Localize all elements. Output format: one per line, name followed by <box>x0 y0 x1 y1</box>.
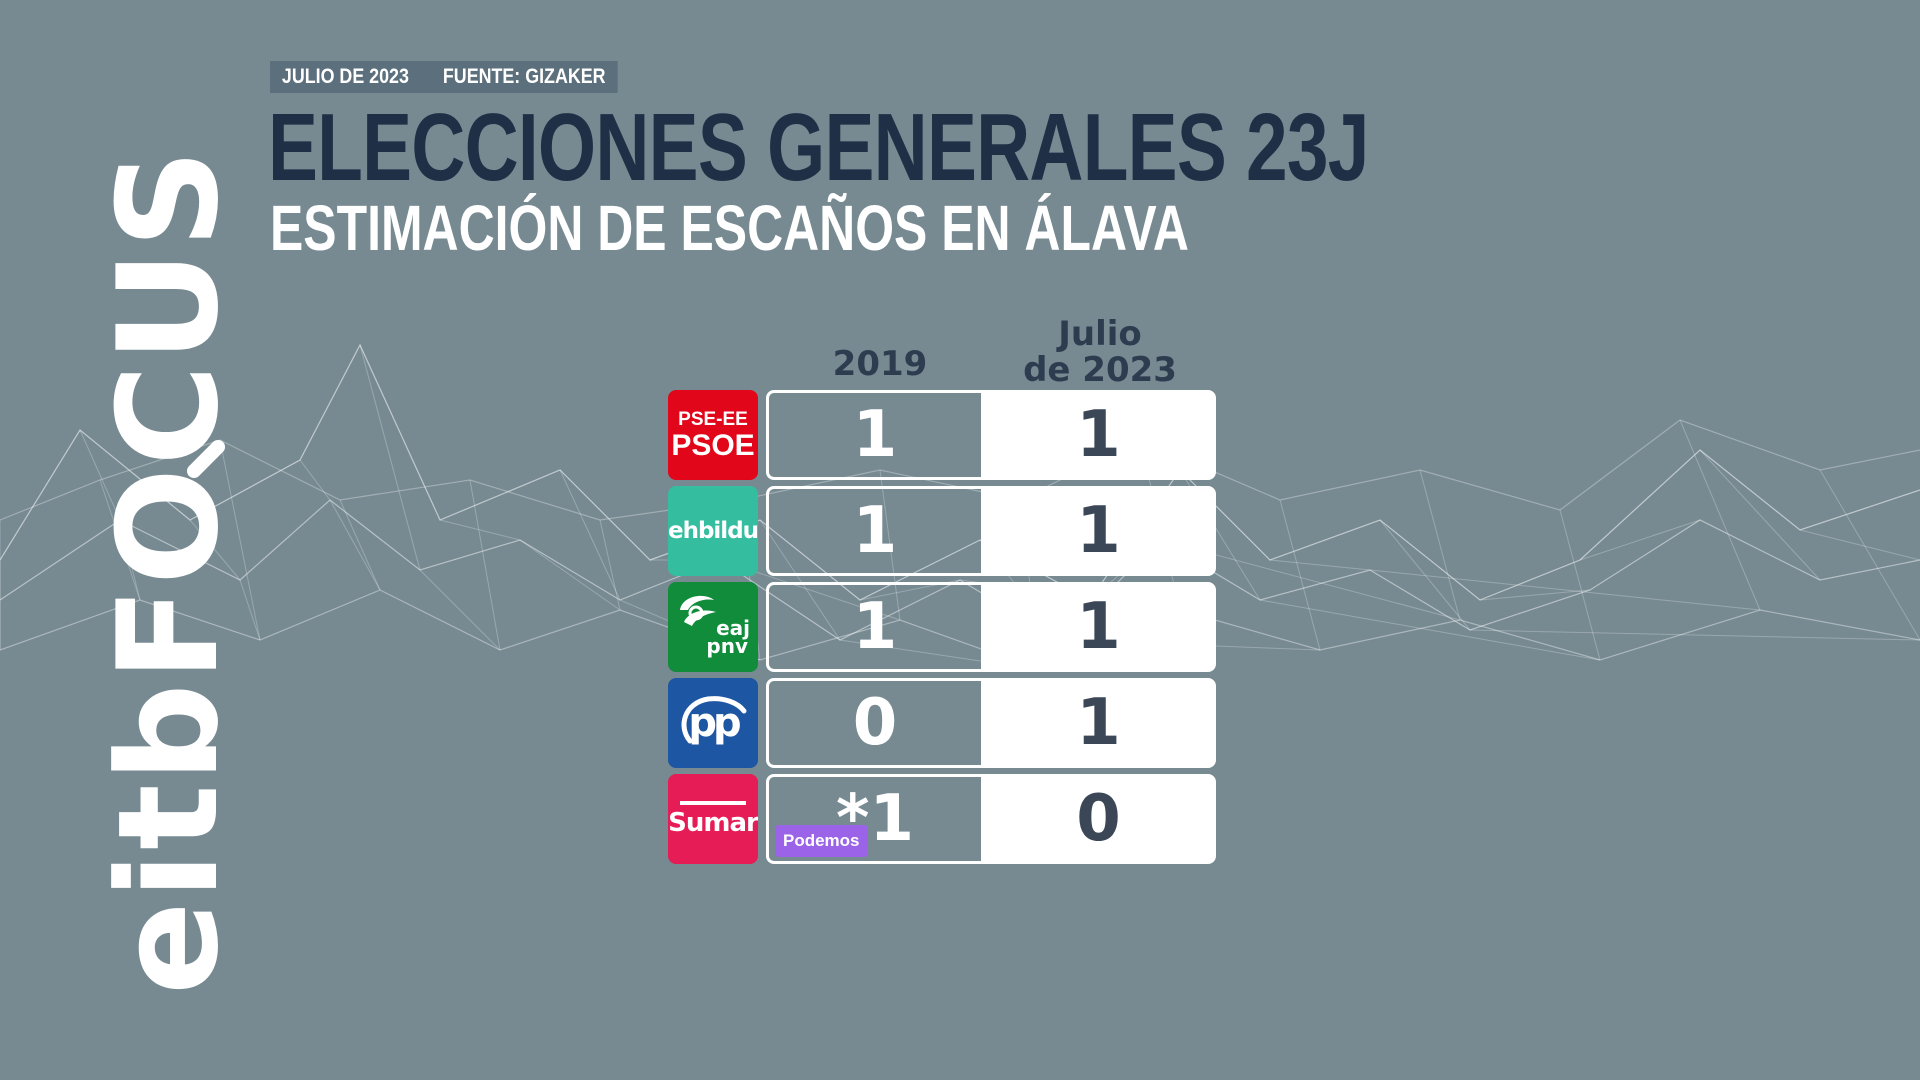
column-header-2023-line2: de 2023 <box>1023 350 1177 390</box>
seats-2023-value: 1 <box>1076 686 1121 760</box>
sumar-logo-bar <box>680 800 746 805</box>
brand-suffix: CUS <box>88 147 249 466</box>
page-title: ELECCIONES GENERALES 23J <box>268 94 1369 201</box>
page-subtitle: ESTIMACIÓN DE ESCAÑOS EN ÁLAVA <box>270 192 1189 264</box>
mesh-link <box>1279 499 1321 651</box>
mesh-link <box>239 579 261 641</box>
mesh-ridge <box>0 343 1920 601</box>
seats-2023-value: 1 <box>1076 494 1121 568</box>
podemos-badge: Podemos <box>775 825 868 857</box>
cell-2019: 1 <box>766 390 981 480</box>
cell-2023: 1 <box>981 678 1216 768</box>
bildu-logo: ehbildu <box>668 486 758 576</box>
mesh-link <box>439 519 521 541</box>
mesh-link <box>419 569 501 651</box>
mesh-link <box>599 519 621 611</box>
mesh-link <box>299 459 331 501</box>
mesh-link <box>1369 569 1761 611</box>
pnv-logo-pnv: pnv <box>706 634 748 658</box>
seats-2019-value: 0 <box>852 686 898 760</box>
pp-arc-icon <box>681 696 747 744</box>
seats-2023-value: 1 <box>1076 398 1121 472</box>
mesh-link <box>1469 629 1920 641</box>
table-row-psoe: PSE-EE PSOE 1 1 <box>668 390 1216 480</box>
psoe-logo: PSE-EE PSOE <box>668 390 758 480</box>
cell-2019: 1 <box>766 582 981 672</box>
cell-2019: 0 <box>766 678 981 768</box>
cell-2019: *1 Podemos <box>766 774 981 864</box>
pp-logo-text: pp <box>688 700 741 746</box>
mesh-link <box>119 519 141 601</box>
psoe-logo-bottom: PSOE <box>671 429 755 462</box>
mesh-link <box>1379 519 1471 631</box>
eitb-focus-logo: eitbFO CUS <box>88 147 249 995</box>
mesh-link <box>1799 529 1920 561</box>
mesh-link <box>559 469 621 601</box>
pnv-logo: eaj pnv <box>668 582 758 672</box>
column-header-2023-line1: Julio <box>1058 314 1142 354</box>
seats-2023-value: 0 <box>1076 782 1121 856</box>
mesh-link <box>1699 449 1821 581</box>
table-row-sumar: Sumar *1 Podemos 0 <box>668 774 1216 864</box>
mesh-ridge <box>0 589 1920 671</box>
mesh-link <box>1579 519 1701 561</box>
mesh-link <box>879 469 901 621</box>
mesh-link <box>359 344 421 571</box>
source-label: FUENTE: GIZAKER <box>442 65 606 88</box>
mesh-link <box>1259 599 1601 661</box>
mesh-link <box>759 519 841 641</box>
pnv-swirl-icon <box>680 595 716 626</box>
mesh-link <box>469 479 501 651</box>
sumar-logo-text: Sumar <box>668 807 758 838</box>
seats-2023-value: 1 <box>1076 590 1121 664</box>
cell-2023: 1 <box>981 582 1216 672</box>
mesh-link <box>339 499 381 591</box>
mesh-link <box>1419 469 1461 621</box>
cell-2023: 0 <box>981 774 1216 864</box>
seats-2019-value: 1 <box>852 494 898 568</box>
cell-2023: 1 <box>981 486 1216 576</box>
mesh-link <box>99 479 141 601</box>
mesh-ridge <box>0 499 1920 641</box>
mesh-link <box>1269 559 1371 571</box>
seats-2019-value: 1 <box>852 398 898 472</box>
mesh-link <box>219 439 261 641</box>
table-row-bildu: ehbildu 1 1 <box>668 486 1216 576</box>
sumar-logo: Sumar <box>668 774 758 864</box>
mesh-link <box>1819 469 1920 641</box>
mesh-link <box>519 539 621 611</box>
cell-2019: 1 <box>766 486 981 576</box>
seats-2019-value: 1 <box>852 590 898 664</box>
source-bar: JULIO DE 2023 FUENTE: GIZAKER <box>270 61 618 93</box>
column-header-2023: Julio de 2023 <box>995 316 1205 388</box>
mesh-link <box>79 429 121 521</box>
bildu-logo-text: ehbildu <box>668 518 758 544</box>
mesh-link <box>1559 509 1601 661</box>
mesh-link <box>329 499 381 591</box>
date-label: JULIO DE 2023 <box>281 65 409 88</box>
mesh-ridge <box>0 419 1920 521</box>
psoe-logo-top: PSE-EE <box>678 409 748 430</box>
column-header-2019: 2019 <box>832 344 928 384</box>
table-row-pp: pp 0 1 <box>668 678 1216 768</box>
cell-2023: 1 <box>981 390 1216 480</box>
mesh-link <box>1479 589 1591 601</box>
mesh-link <box>1679 419 1761 611</box>
table-row-pnv: eaj pnv 1 1 <box>668 582 1216 672</box>
brand-prefix: eitbF <box>88 585 249 995</box>
mesh-link <box>189 519 241 581</box>
pnv-logo-eaj: eaj <box>716 616 750 640</box>
brand-magnifier-o: O <box>88 436 249 585</box>
pp-logo: pp <box>668 678 758 768</box>
